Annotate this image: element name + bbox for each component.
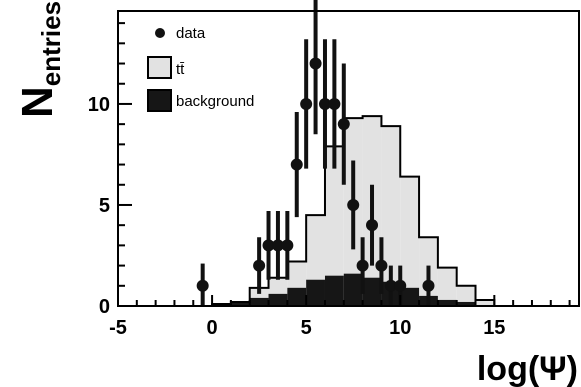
data-marker-10 [337, 118, 350, 131]
data-marker-11 [347, 198, 360, 211]
ttbar-bar-12 [437, 267, 457, 306]
plot-frame [117, 10, 580, 307]
data-marker-0 [196, 279, 209, 292]
data-point-7 [309, 0, 322, 135]
legend-background-label: background [176, 93, 254, 110]
data-marker-14 [375, 259, 388, 272]
ttbar-bar-14 [475, 299, 495, 306]
background-bar-0 [212, 303, 231, 306]
legend-data-label: data [176, 25, 206, 42]
legend: data tt̄ background [147, 25, 254, 112]
background-bar-6 [324, 275, 344, 306]
data-marker-15 [384, 279, 397, 292]
y-axis-title: Nentries [13, 1, 66, 118]
legend-ttbar-swatch [147, 56, 172, 79]
data-point-6 [300, 39, 313, 169]
data-point-5 [290, 112, 303, 218]
y-tick-label: 0 [99, 296, 110, 318]
data-point-10 [337, 63, 350, 185]
y-tick-label: 10 [88, 94, 110, 116]
data-point-1 [253, 237, 266, 294]
data-marker-3 [271, 239, 284, 252]
y-axis-title-sub: entries [36, 1, 66, 86]
legend-data-marker [155, 28, 165, 38]
data-point-15 [384, 265, 397, 306]
x-tick-label: 5 [301, 317, 312, 339]
background-bar-10 [400, 287, 420, 306]
ttbar-bar-10 [400, 176, 420, 306]
data-point-17 [422, 265, 435, 306]
background-bar-5 [306, 279, 325, 306]
background-bar-2 [249, 297, 269, 306]
data-point-3 [271, 211, 284, 280]
data-marker-9 [328, 97, 341, 110]
data-marker-2 [262, 239, 275, 252]
x-tick-label: 15 [483, 317, 505, 339]
data-point-13 [366, 184, 379, 266]
data-point-0 [196, 263, 209, 306]
data-point-2 [262, 211, 275, 280]
x-axis-title: log(Ψ) [477, 350, 578, 387]
data-marker-8 [318, 97, 331, 110]
data-marker-16 [394, 279, 407, 292]
background-bar-1 [230, 301, 250, 306]
data-marker-4 [281, 239, 294, 252]
background-bar-3 [268, 293, 288, 306]
x-tick-label: 0 [207, 317, 218, 339]
data-point-11 [347, 160, 360, 250]
data-marker-7 [309, 57, 322, 70]
legend-ttbar-label: tt̄ [176, 61, 185, 78]
background-bar-12 [437, 299, 457, 306]
plot-area [196, 0, 496, 306]
background-bar-13 [456, 301, 476, 306]
y-axis-title-main: N [13, 86, 62, 118]
background-bar-8 [362, 277, 382, 306]
data-point-4 [281, 211, 294, 280]
data-marker-12 [356, 259, 369, 272]
x-tick-label: 10 [389, 317, 411, 339]
data-marker-6 [300, 97, 313, 110]
ttbar-outline [211, 115, 496, 306]
data-point-12 [356, 237, 369, 294]
data-marker-13 [366, 219, 379, 232]
ttbar-bar-13 [456, 285, 476, 306]
legend-background-swatch [147, 89, 172, 112]
data-marker-17 [422, 279, 435, 292]
background-bar-4 [287, 287, 307, 306]
background-bar-7 [343, 273, 363, 306]
data-marker-1 [253, 259, 266, 272]
data-marker-5 [290, 158, 303, 171]
ttbar-bar-6 [324, 146, 344, 306]
data-point-9 [328, 39, 341, 169]
ttbar-bar-9 [381, 126, 401, 306]
data-point-8 [318, 39, 331, 169]
y-tick-label: 5 [99, 195, 110, 217]
data-point-14 [375, 237, 388, 294]
x-tick-label: -5 [109, 317, 127, 339]
